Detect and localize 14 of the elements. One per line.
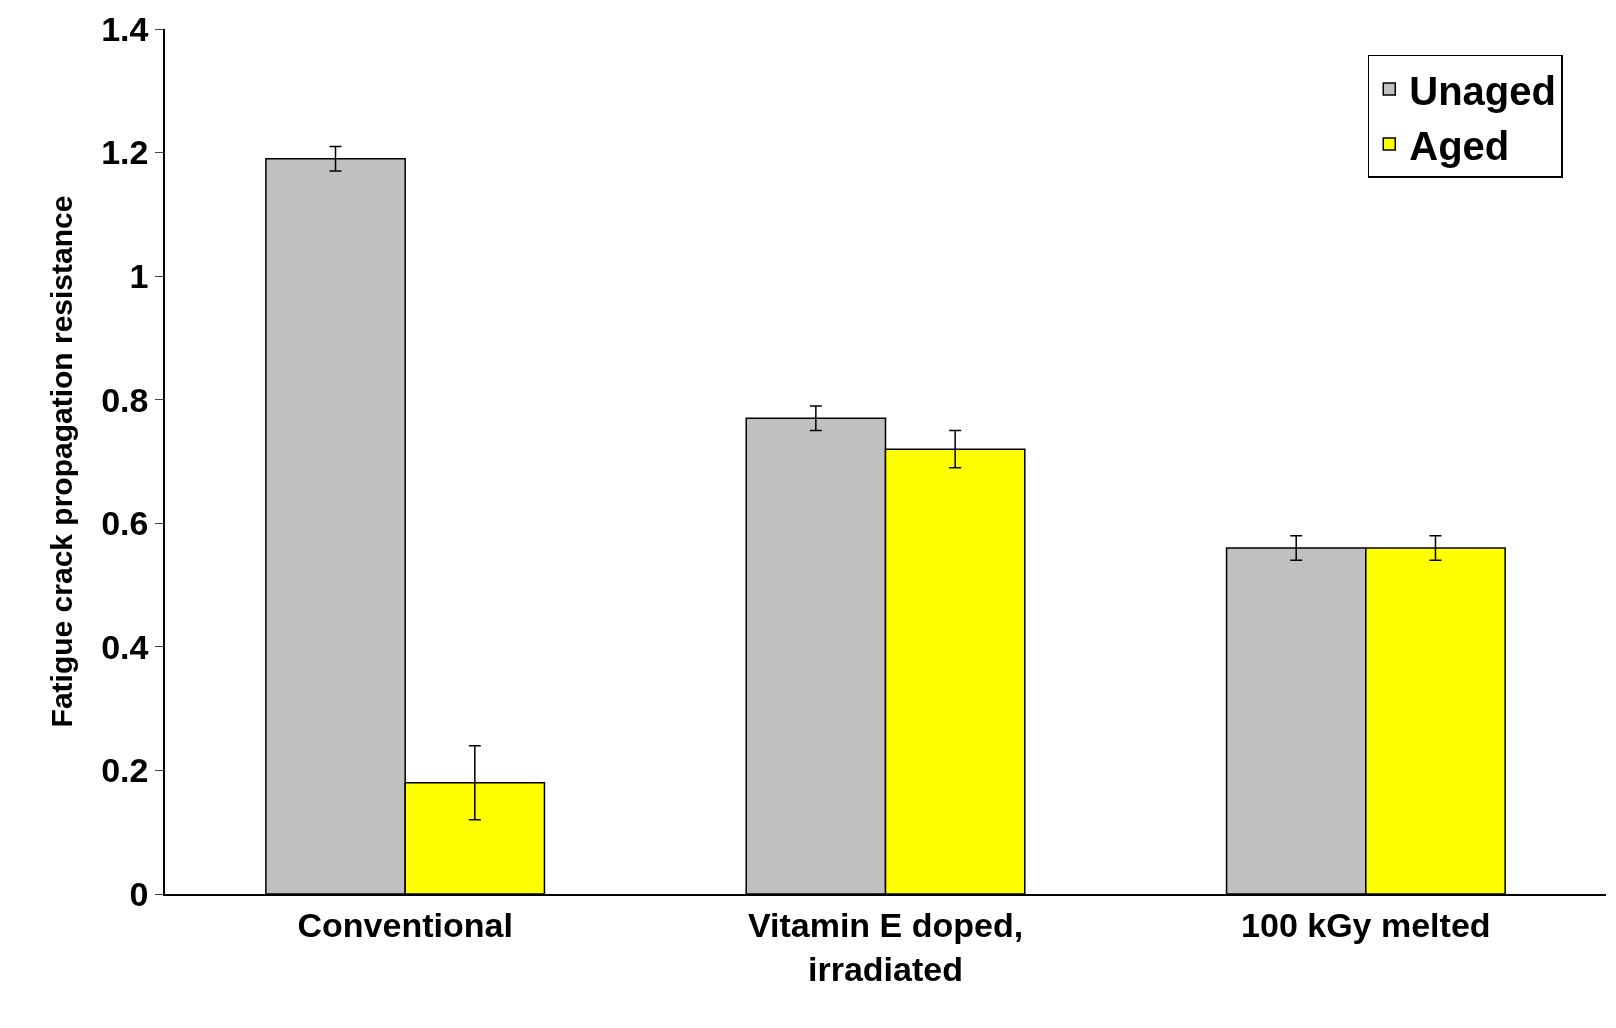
x-tick-label: Vitamin E doped, irradiated xyxy=(747,905,1024,988)
y-tick-label: 1.4 xyxy=(101,9,149,48)
y-tick-label: 0.2 xyxy=(101,751,149,790)
y-tick-label: 1 xyxy=(129,257,149,296)
x-tick-label: Conventional xyxy=(297,905,513,944)
y-axis-title: Fatigue crack propagation resistance xyxy=(44,195,78,728)
legend-label: Aged xyxy=(1409,123,1510,168)
y-tick-label: 0 xyxy=(129,874,149,913)
y-tick-label: 1.2 xyxy=(101,133,149,172)
y-tick-label: 0.8 xyxy=(101,380,149,419)
legend-label: Unaged xyxy=(1409,68,1556,113)
y-tick-label: 0.4 xyxy=(101,627,149,666)
y-tick-label: 0.6 xyxy=(101,504,149,543)
x-tick-label: 100 kGy melted xyxy=(1241,905,1491,944)
